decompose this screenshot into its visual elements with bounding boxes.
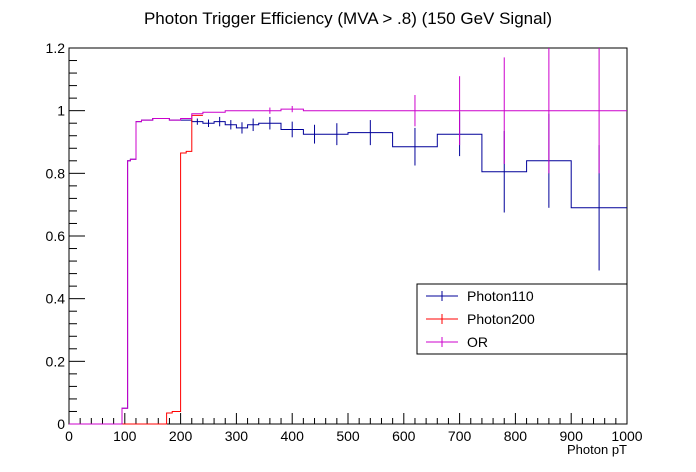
y-tick-label: 0.8 <box>46 165 66 181</box>
x-tick-label: 400 <box>281 428 305 444</box>
x-tick-label: 200 <box>169 428 193 444</box>
x-tick-label: 1000 <box>611 428 642 444</box>
x-tick-label: 800 <box>504 428 528 444</box>
legend-label: Photon200 <box>467 311 535 327</box>
x-tick-label: 0 <box>65 428 73 444</box>
series-line <box>69 108 627 425</box>
x-tick-label: 100 <box>113 428 137 444</box>
y-tick-label: 0.6 <box>46 228 66 244</box>
y-tick-label: 1.2 <box>46 40 66 56</box>
series-line <box>69 118 627 425</box>
x-tick-label: 700 <box>448 428 472 444</box>
y-tick-label: 0.2 <box>46 353 66 369</box>
series-layer <box>69 48 627 425</box>
axis-ticks: 0 100 200 300 400 500 600 700 800 900 1000 0 0.2 0.4 0… <box>46 40 643 444</box>
y-tick-label: 1 <box>57 103 65 119</box>
y-tick-label: 0 <box>57 416 65 432</box>
y-tick-label: 0.4 <box>46 291 66 307</box>
series-photon200 <box>69 114 203 425</box>
series-line <box>69 114 203 425</box>
chart-title: Photon Trigger Efficiency (MVA > .8) (15… <box>144 9 552 28</box>
series-photon110 <box>69 112 627 425</box>
legend-label: Photon110 <box>467 288 534 304</box>
x-tick-label: 300 <box>225 428 249 444</box>
legend-label: OR <box>467 334 488 350</box>
x-axis-title: Photon pT <box>567 442 627 457</box>
x-tick-label: 600 <box>392 428 416 444</box>
x-tick-label: 500 <box>336 428 360 444</box>
x-tick-label: 900 <box>560 428 584 444</box>
series-or <box>69 48 627 425</box>
plot-frame <box>68 47 628 425</box>
legend: Photon110 Photon200 OR <box>416 283 628 355</box>
